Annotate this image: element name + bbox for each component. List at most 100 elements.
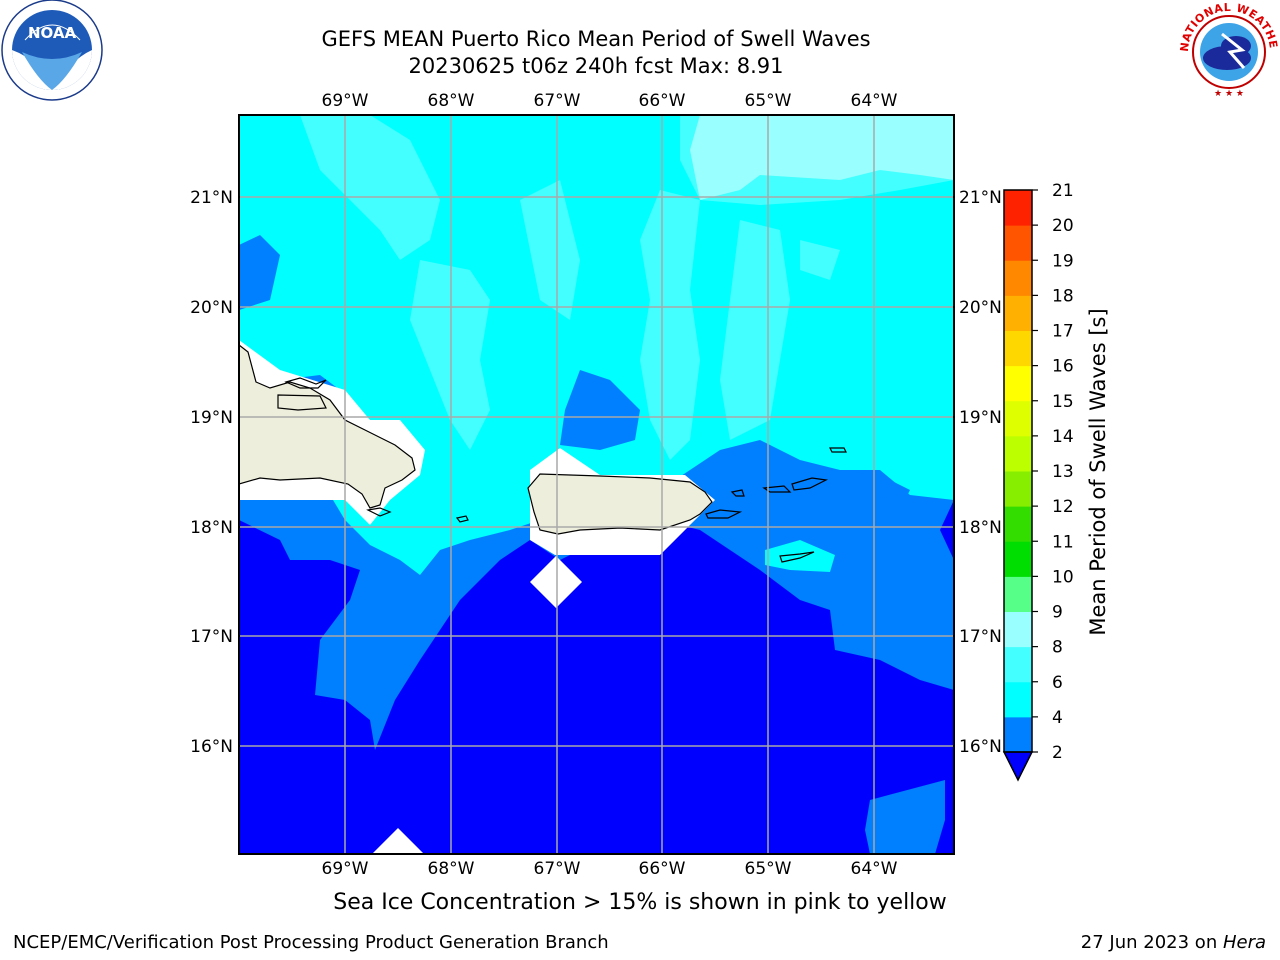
lon-label-bottom: 65°W [745, 859, 792, 879]
ocean-light-region-d [640, 190, 700, 460]
noaa-logo-icon: NOAA [1, 0, 103, 101]
lat-label-left: 18°N [190, 518, 233, 538]
ocean-pale-region [690, 115, 954, 200]
ocean-cyan-island [765, 540, 835, 572]
colorbar-tick-label: 12 [1052, 497, 1074, 517]
lon-label-top: 68°W [428, 91, 475, 111]
colorbar-segment [1004, 225, 1032, 261]
colorbar-segment [1004, 681, 1032, 718]
land-saona [366, 507, 392, 517]
land-hispaniola [239, 344, 416, 509]
lon-label-bottom: 66°W [639, 859, 686, 879]
lat-label-right: 20°N [959, 298, 1002, 318]
nws-logo: NATIONAL WEATHER SERVICE ★ ★ ★ [1173, 0, 1280, 104]
lon-label-top: 65°W [745, 91, 792, 111]
noaa-logo-text: NOAA [28, 24, 77, 42]
colorbar-segment [1004, 190, 1032, 226]
ocean-light-region-e [720, 220, 790, 440]
colorbar-segment [1004, 330, 1032, 367]
colorbar-segment [1004, 576, 1032, 612]
nws-logo-icon: NATIONAL WEATHER SERVICE ★ ★ ★ [1173, 0, 1279, 99]
lon-label-top: 69°W [322, 91, 369, 111]
lat-label-left: 21°N [190, 188, 233, 208]
footer-date: 27 Jun 2023 on Hera [1081, 932, 1266, 953]
colorbar-segment [1004, 541, 1032, 577]
colorbar-tick-label: 10 [1052, 567, 1074, 587]
colorbar-segment [1004, 365, 1032, 402]
chart-title: GEFS MEAN Puerto Rico Mean Period of Swe… [321, 27, 871, 51]
colorbar-segment [1004, 506, 1032, 542]
graticule [239, 115, 954, 854]
colorbar-tick-label: 6 [1052, 673, 1063, 693]
colorbar-tick-label: 21 [1052, 181, 1074, 201]
lon-label-bottom: 67°W [534, 859, 581, 879]
missing-data-mona [530, 556, 582, 608]
sea-ice-note: Sea Ice Concentration > 15% is shown in … [333, 890, 947, 915]
footer-host: Hera [1222, 932, 1266, 953]
colorbar-tick-label: 16 [1052, 357, 1074, 377]
colorbar-segment [1004, 435, 1032, 472]
lon-labels-top: 69°W 68°W 67°W 66°W 65°W 64°W [322, 91, 898, 111]
svg-text:★ ★ ★: ★ ★ ★ [1214, 89, 1244, 99]
colorbar-tick-label: 11 [1052, 532, 1074, 552]
ocean-mid-patch-vi [830, 470, 910, 500]
land-desecheo [455, 515, 469, 523]
ocean-mid-region-south [865, 780, 945, 854]
colorbar-segment [1004, 400, 1032, 437]
lat-label-right: 16°N [959, 737, 1002, 757]
colorbar-tick-label: 2 [1052, 743, 1063, 763]
land-tortuga [284, 377, 327, 389]
colorbar-tick-label: 20 [1052, 216, 1074, 236]
colorbar-tick-label: 14 [1052, 427, 1074, 447]
land-culebra [730, 489, 745, 497]
colorbar-segment [1004, 260, 1032, 296]
footer-credit: NCEP/EMC/Verification Post Processing Pr… [13, 932, 609, 953]
lon-label-top: 67°W [534, 91, 581, 111]
lat-label-right: 17°N [959, 627, 1002, 647]
lon-label-bottom: 69°W [322, 859, 369, 879]
colorbar-title: Mean Period of Swell Waves [s] [1086, 308, 1110, 635]
swell-period-field [239, 115, 954, 854]
lat-label-right: 21°N [959, 188, 1002, 208]
map-frame [238, 114, 955, 855]
colorbar-tick-label: 13 [1052, 462, 1074, 482]
lat-label-left: 17°N [190, 627, 233, 647]
ocean-light-region-a [300, 115, 440, 260]
colorbar: 2 4 6 8 9 10 11 12 13 14 15 16 17 18 19 20 21 [1002, 181, 1074, 782]
land-tortola [791, 477, 828, 491]
lat-label-left: 16°N [190, 737, 233, 757]
ocean-light-region-c [520, 180, 580, 320]
colorbar-segment [1004, 471, 1032, 507]
land-hispaniola-north-coast [277, 394, 327, 411]
colorbar-tick-label: 4 [1052, 708, 1063, 728]
lon-label-bottom: 64°W [851, 859, 898, 879]
lat-label-right: 18°N [959, 518, 1002, 538]
colorbar-tick-label: 9 [1052, 603, 1063, 623]
lat-labels-left: 21°N 20°N 19°N 18°N 17°N 16°N [190, 188, 233, 757]
colorbar-tick-label: 17 [1052, 322, 1074, 342]
colorbar-extend-arrow [1002, 751, 1034, 782]
colorbar-tick-label: 8 [1052, 638, 1063, 658]
noaa-logo: NOAA [0, 0, 104, 108]
lat-labels-right: 21°N 20°N 19°N 18°N 17°N 16°N [959, 188, 1002, 757]
ocean-mid-patch-west [239, 235, 280, 310]
lon-label-bottom: 68°W [428, 859, 475, 879]
lon-label-top: 64°W [851, 91, 898, 111]
lat-label-left: 19°N [190, 408, 233, 428]
chart-subtitle: 20230625 t06z 240h fcst Max: 8.91 [408, 54, 784, 78]
missing-data-south [372, 828, 424, 854]
land-vieques [705, 509, 743, 519]
lon-label-top: 66°W [639, 91, 686, 111]
colorbar-segment [1004, 716, 1032, 753]
footer-date-text: 27 Jun 2023 on [1080, 932, 1223, 953]
colorbar-segment [1004, 295, 1032, 331]
colorbar-segment [1004, 646, 1032, 683]
colorbar-tick-label: 19 [1052, 251, 1074, 271]
land-anegada [829, 447, 847, 453]
lat-label-left: 20°N [190, 298, 233, 318]
ocean-light-region-f [800, 240, 840, 280]
colorbar-tick-label: 18 [1052, 286, 1074, 306]
colorbar-tick-label: 15 [1052, 392, 1074, 412]
land-st-croix [779, 551, 815, 563]
